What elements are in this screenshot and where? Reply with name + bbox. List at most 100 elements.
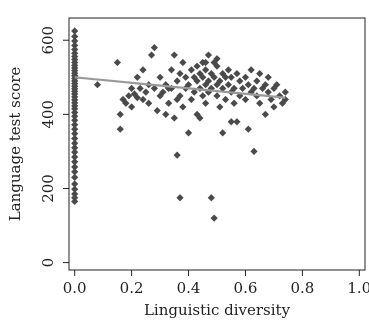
data-point	[176, 92, 184, 100]
data-point	[156, 73, 164, 81]
data-point	[153, 107, 161, 115]
data-point	[71, 158, 79, 166]
data-point	[71, 173, 79, 181]
data-point	[264, 88, 272, 96]
data-point	[139, 95, 147, 104]
data-point	[193, 62, 201, 70]
data-point	[196, 114, 204, 122]
data-point	[142, 88, 150, 96]
data-point	[261, 110, 269, 118]
data-point	[204, 51, 213, 59]
y-axis-title: Language test score	[6, 67, 24, 222]
data-point	[244, 81, 252, 89]
data-point	[116, 125, 124, 133]
data-point	[71, 130, 79, 138]
data-point	[71, 27, 79, 35]
data-point	[165, 99, 173, 107]
x-axis-title: Linguistic diversity	[144, 301, 291, 319]
data-point	[213, 92, 221, 100]
data-point	[167, 66, 176, 74]
data-point	[219, 129, 227, 137]
data-point	[71, 116, 79, 124]
data-point	[258, 84, 267, 93]
data-point	[207, 194, 215, 202]
data-point	[221, 73, 230, 81]
data-point	[128, 84, 136, 93]
data-point	[264, 73, 272, 81]
data-point	[199, 73, 207, 81]
data-point	[170, 114, 178, 122]
data-point	[213, 62, 221, 70]
data-point	[224, 66, 232, 74]
data-point	[173, 151, 181, 159]
data-point	[193, 77, 201, 85]
data-point	[256, 99, 264, 107]
data-point	[273, 81, 281, 89]
data-point	[71, 37, 79, 45]
data-point	[71, 190, 79, 198]
data-point	[219, 84, 227, 93]
x-tick-label: 0.0	[63, 279, 87, 297]
data-point	[136, 84, 144, 93]
data-point	[224, 81, 232, 89]
data-point	[159, 88, 167, 96]
data-point	[150, 44, 158, 52]
data-point	[150, 84, 158, 93]
x-tick-label: 0.6	[234, 279, 258, 297]
y-tick-label: 0	[39, 258, 57, 268]
data-point	[244, 125, 252, 133]
data-point	[71, 185, 79, 193]
data-point	[267, 95, 275, 104]
data-point	[210, 73, 218, 81]
data-point	[187, 95, 195, 104]
data-point	[276, 92, 284, 100]
data-point	[176, 69, 184, 78]
data-point	[71, 41, 79, 50]
data-point	[71, 144, 79, 152]
data-point	[71, 194, 79, 202]
data-point	[233, 118, 241, 126]
data-points	[71, 27, 289, 222]
y-tick-label: 600	[39, 26, 57, 55]
data-point	[71, 108, 79, 117]
data-point	[71, 112, 79, 120]
x-axis: 0.0 0.2 0.4 0.6 0.8 1.0	[63, 270, 369, 297]
data-point	[71, 139, 79, 147]
data-point	[202, 66, 210, 74]
data-point	[250, 84, 258, 93]
data-point	[173, 77, 181, 85]
data-point	[184, 81, 193, 89]
data-point	[176, 194, 184, 202]
data-point	[202, 58, 210, 67]
x-tick-label: 1.0	[347, 279, 369, 297]
data-point	[216, 103, 224, 111]
data-point	[133, 73, 141, 81]
data-point	[213, 55, 221, 63]
data-point	[71, 134, 79, 143]
data-point	[216, 77, 224, 85]
data-point	[71, 32, 79, 41]
data-point	[179, 103, 187, 111]
data-point	[128, 103, 136, 111]
data-point	[253, 77, 261, 85]
data-point	[221, 95, 230, 104]
data-point	[179, 58, 187, 67]
data-point	[145, 99, 153, 107]
data-point	[236, 77, 244, 85]
data-point	[71, 49, 79, 57]
data-point	[281, 88, 289, 96]
y-tick-label: 400	[39, 100, 57, 129]
data-point	[261, 81, 269, 89]
y-tick-label: 200	[39, 174, 57, 203]
data-point	[71, 121, 79, 129]
data-point	[170, 51, 178, 59]
data-point	[182, 73, 190, 81]
data-point	[202, 99, 210, 107]
data-point	[227, 118, 235, 126]
data-point	[93, 81, 102, 89]
data-point	[139, 66, 147, 74]
fit-line	[74, 76, 286, 99]
data-point	[71, 180, 79, 188]
data-point	[227, 73, 235, 81]
